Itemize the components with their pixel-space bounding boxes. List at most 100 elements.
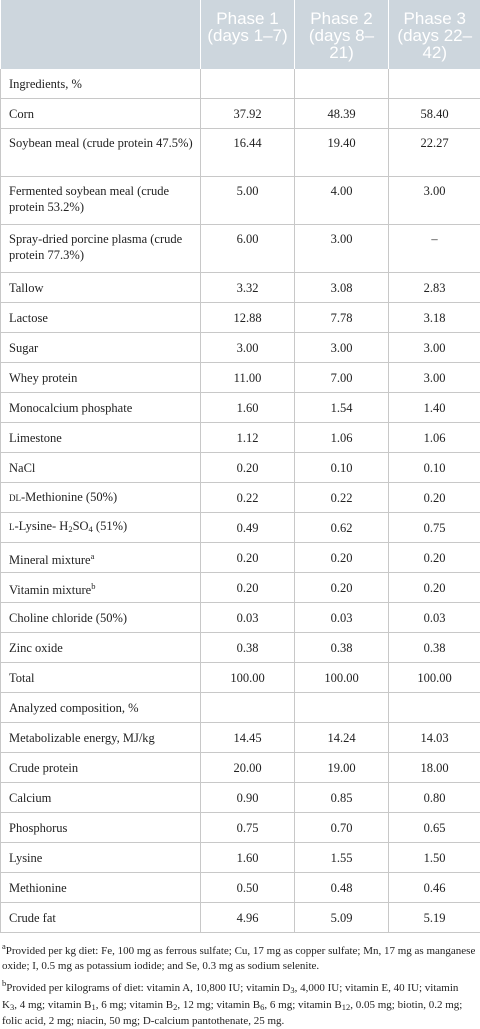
section-label: Analyzed composition, % [1, 693, 201, 723]
cell-phase-3: 14.03 [389, 723, 480, 753]
row-label-text: Vitamin mixture [9, 583, 91, 597]
row-label-text: -Lysine- H [15, 519, 69, 533]
cell-phase-2: 3.08 [295, 273, 389, 303]
cell-phase-3: 0.65 [389, 813, 480, 843]
row-label: Crude protein [1, 753, 201, 783]
cell-phase-1: 3.00 [201, 333, 295, 363]
diet-composition-table: Phase 1 (days 1–7) Phase 2 (days 8–21) P… [0, 0, 480, 933]
cell-phase-2: 0.03 [295, 603, 389, 633]
row-label-text: -Methionine (50%) [21, 490, 117, 504]
cell-phase-2: 0.70 [295, 813, 389, 843]
cell-phase-2: 19.00 [295, 753, 389, 783]
cell-phase-1: 16.44 [201, 129, 295, 177]
cell-phase-2: 7.00 [295, 363, 389, 393]
table-row: Sugar 3.00 3.00 3.00 [1, 333, 480, 363]
cell-phase-1: 0.03 [201, 603, 295, 633]
cell-phase-1: 6.00 [201, 225, 295, 273]
cell-phase-3: 0.46 [389, 873, 480, 903]
row-label: Corn [1, 99, 201, 129]
table-row: Mineral mixturea 0.20 0.20 0.20 [1, 543, 480, 573]
row-label: Metabolizable energy, MJ/kg [1, 723, 201, 753]
cell-phase-1: 1.12 [201, 423, 295, 453]
footnote-text: Provided per kg diet: Fe, 100 mg as ferr… [2, 945, 475, 972]
cell-phase-3: 0.20 [389, 483, 480, 513]
cell-phase-3: 3.00 [389, 177, 480, 225]
cell-phase-1: 0.90 [201, 783, 295, 813]
footnote-b: bProvided per kilograms of diet: vitamin… [2, 976, 476, 1029]
table-row: Soybean meal (crude protein 47.5%) 16.44… [1, 129, 480, 177]
table-row: Crude protein 20.00 19.00 18.00 [1, 753, 480, 783]
cell-phase-1: 14.45 [201, 723, 295, 753]
cell-phase-2: 3.00 [295, 225, 389, 273]
table-row: Tallow 3.32 3.08 2.83 [1, 273, 480, 303]
cell [201, 69, 295, 99]
row-label: Sugar [1, 333, 201, 363]
cell-phase-1: 0.49 [201, 513, 295, 543]
cell-phase-1: 0.75 [201, 813, 295, 843]
table-row: NaCl 0.20 0.10 0.10 [1, 453, 480, 483]
cell-phase-2: 0.48 [295, 873, 389, 903]
cell-phase-2: 3.00 [295, 333, 389, 363]
cell-phase-3: 0.03 [389, 603, 480, 633]
footnote-text: , 6 mg; vitamin B [96, 999, 173, 1011]
row-label: Limestone [1, 423, 201, 453]
row-label: Methionine [1, 873, 201, 903]
table-row: Phosphorus 0.75 0.70 0.65 [1, 813, 480, 843]
cell [295, 693, 389, 723]
header-phase-1: Phase 1 (days 1–7) [201, 0, 295, 69]
cell-phase-1: 0.20 [201, 453, 295, 483]
row-label: Crude fat [1, 903, 201, 933]
cell-phase-2: 1.55 [295, 843, 389, 873]
total-row: Total 100.00 100.00 100.00 [1, 663, 480, 693]
subscript: 12 [342, 1002, 351, 1012]
table-row: L-Lysine- H2SO4 (51%) 0.49 0.62 0.75 [1, 513, 480, 543]
cell-phase-3: 5.19 [389, 903, 480, 933]
table-row: Metabolizable energy, MJ/kg 14.45 14.24 … [1, 723, 480, 753]
cell-phase-2: 1.06 [295, 423, 389, 453]
dl-prefix: DL [9, 493, 21, 503]
table-row: Choline chloride (50%) 0.03 0.03 0.03 [1, 603, 480, 633]
table-row: Lactose 12.88 7.78 3.18 [1, 303, 480, 333]
cell-phase-1: 0.50 [201, 873, 295, 903]
table-row: Fermented soybean meal (crude protein 53… [1, 177, 480, 225]
table-row: DL-Methionine (50%) 0.22 0.22 0.20 [1, 483, 480, 513]
cell-phase-1: 3.32 [201, 273, 295, 303]
cell-phase-2: 4.00 [295, 177, 389, 225]
cell-phase-3: 58.40 [389, 99, 480, 129]
cell-phase-3: 0.80 [389, 783, 480, 813]
row-label: Mineral mixturea [1, 543, 201, 573]
cell [201, 693, 295, 723]
table-row: Monocalcium phosphate 1.60 1.54 1.40 [1, 393, 480, 423]
cell-phase-3: 1.06 [389, 423, 480, 453]
cell-phase-1: 0.38 [201, 633, 295, 663]
cell-phase-2: 0.38 [295, 633, 389, 663]
cell-phase-1: 100.00 [201, 663, 295, 693]
cell-phase-2: 1.54 [295, 393, 389, 423]
table-row: Crude fat 4.96 5.09 5.19 [1, 903, 480, 933]
row-label-text: Mineral mixture [9, 553, 91, 567]
header-phase-2: Phase 2 (days 8–21) [295, 0, 389, 69]
row-label: L-Lysine- H2SO4 (51%) [1, 513, 201, 543]
table-row: Vitamin mixtureb 0.20 0.20 0.20 [1, 573, 480, 603]
cell [389, 69, 480, 99]
cell-phase-2: 0.22 [295, 483, 389, 513]
cell-phase-3: – [389, 225, 480, 273]
cell-phase-3: 100.00 [389, 663, 480, 693]
cell [389, 693, 480, 723]
header-phase-3: Phase 3 (days 22–42) [389, 0, 480, 69]
row-label: Zinc oxide [1, 633, 201, 663]
row-label: Soybean meal (crude protein 47.5%) [1, 129, 201, 177]
row-label: Choline chloride (50%) [1, 603, 201, 633]
row-label: Calcium [1, 783, 201, 813]
cell-phase-3: 3.00 [389, 363, 480, 393]
cell-phase-3: 1.50 [389, 843, 480, 873]
row-label: Lysine [1, 843, 201, 873]
section-row-analyzed: Analyzed composition, % [1, 693, 480, 723]
cell-phase-3: 3.18 [389, 303, 480, 333]
cell-phase-2: 14.24 [295, 723, 389, 753]
cell-phase-1: 0.22 [201, 483, 295, 513]
cell-phase-3: 0.75 [389, 513, 480, 543]
table-header: Phase 1 (days 1–7) Phase 2 (days 8–21) P… [1, 0, 480, 69]
row-label: Lactose [1, 303, 201, 333]
cell-phase-2: 0.62 [295, 513, 389, 543]
